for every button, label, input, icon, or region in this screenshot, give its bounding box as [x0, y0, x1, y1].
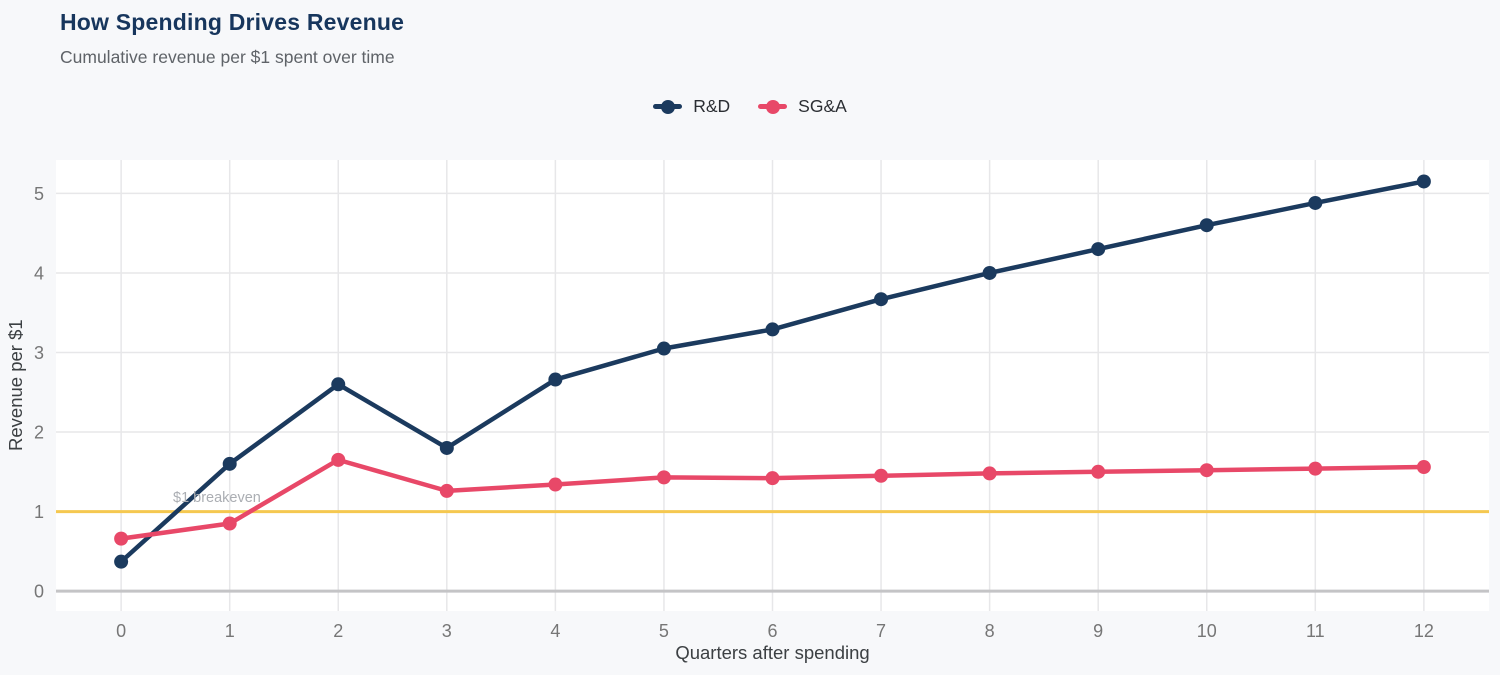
data-point[interactable] [222, 516, 237, 531]
breakeven-annotation: $1 breakeven [173, 490, 261, 506]
x-tick-label: 8 [985, 621, 995, 641]
sga-dot-icon [765, 99, 780, 114]
data-point[interactable] [1199, 218, 1214, 233]
x-tick-label: 5 [659, 621, 669, 641]
data-point[interactable] [1091, 464, 1106, 479]
data-point[interactable] [548, 477, 563, 492]
x-tick-label: 3 [442, 621, 452, 641]
y-axis-title: Revenue per $1 [5, 319, 26, 452]
x-tick-label: 6 [767, 621, 777, 641]
page-title: How Spending Drives Revenue [60, 9, 405, 35]
y-tick-label: 2 [34, 423, 44, 443]
chart-legend: R&D SG&A [0, 96, 1500, 117]
data-point[interactable] [439, 440, 454, 455]
x-tick-label: 11 [1306, 621, 1325, 641]
data-point[interactable] [1416, 174, 1431, 189]
data-point[interactable] [765, 322, 780, 337]
data-point[interactable] [1308, 195, 1323, 210]
x-tick-label: 1 [225, 621, 235, 641]
legend-item-rd[interactable]: R&D [653, 96, 730, 117]
x-tick-label: 2 [333, 621, 343, 641]
legend-label-rd: R&D [693, 96, 731, 116]
data-point[interactable] [331, 452, 346, 467]
legend-item-sga[interactable]: SG&A [758, 96, 847, 117]
data-point[interactable] [331, 377, 346, 392]
data-point[interactable] [1091, 242, 1106, 257]
rd-dot-icon [660, 99, 675, 114]
data-point[interactable] [114, 554, 129, 569]
data-point[interactable] [982, 265, 997, 280]
rd-line-marker-icon [653, 99, 683, 114]
data-point[interactable] [765, 471, 780, 486]
data-point[interactable] [874, 468, 889, 483]
x-tick-label: 7 [876, 621, 886, 641]
page-subtitle: Cumulative revenue per $1 spent over tim… [60, 47, 395, 67]
x-tick-label: 10 [1197, 621, 1217, 641]
data-point[interactable] [874, 292, 889, 307]
x-axis-title: Quarters after spending [675, 642, 870, 663]
data-point[interactable] [656, 470, 671, 485]
data-point[interactable] [222, 456, 237, 471]
y-tick-label: 0 [34, 582, 44, 602]
x-tick-label: 12 [1414, 621, 1434, 641]
data-point[interactable] [1199, 463, 1214, 478]
data-point[interactable] [982, 466, 997, 481]
x-tick-label: 4 [550, 621, 560, 641]
data-point[interactable] [548, 372, 563, 387]
y-tick-label: 5 [34, 184, 44, 204]
y-tick-label: 3 [34, 343, 44, 363]
data-point[interactable] [114, 531, 129, 546]
data-point[interactable] [1416, 460, 1431, 475]
y-tick-label: 1 [34, 502, 44, 522]
y-tick-label: 4 [34, 263, 44, 283]
x-tick-label: 0 [116, 621, 126, 641]
data-point[interactable] [439, 483, 454, 498]
data-point[interactable] [1308, 461, 1323, 476]
data-point[interactable] [656, 341, 671, 356]
x-tick-label: 9 [1093, 621, 1103, 641]
legend-label-sga: SG&A [798, 96, 847, 116]
sga-line-marker-icon [758, 99, 788, 114]
